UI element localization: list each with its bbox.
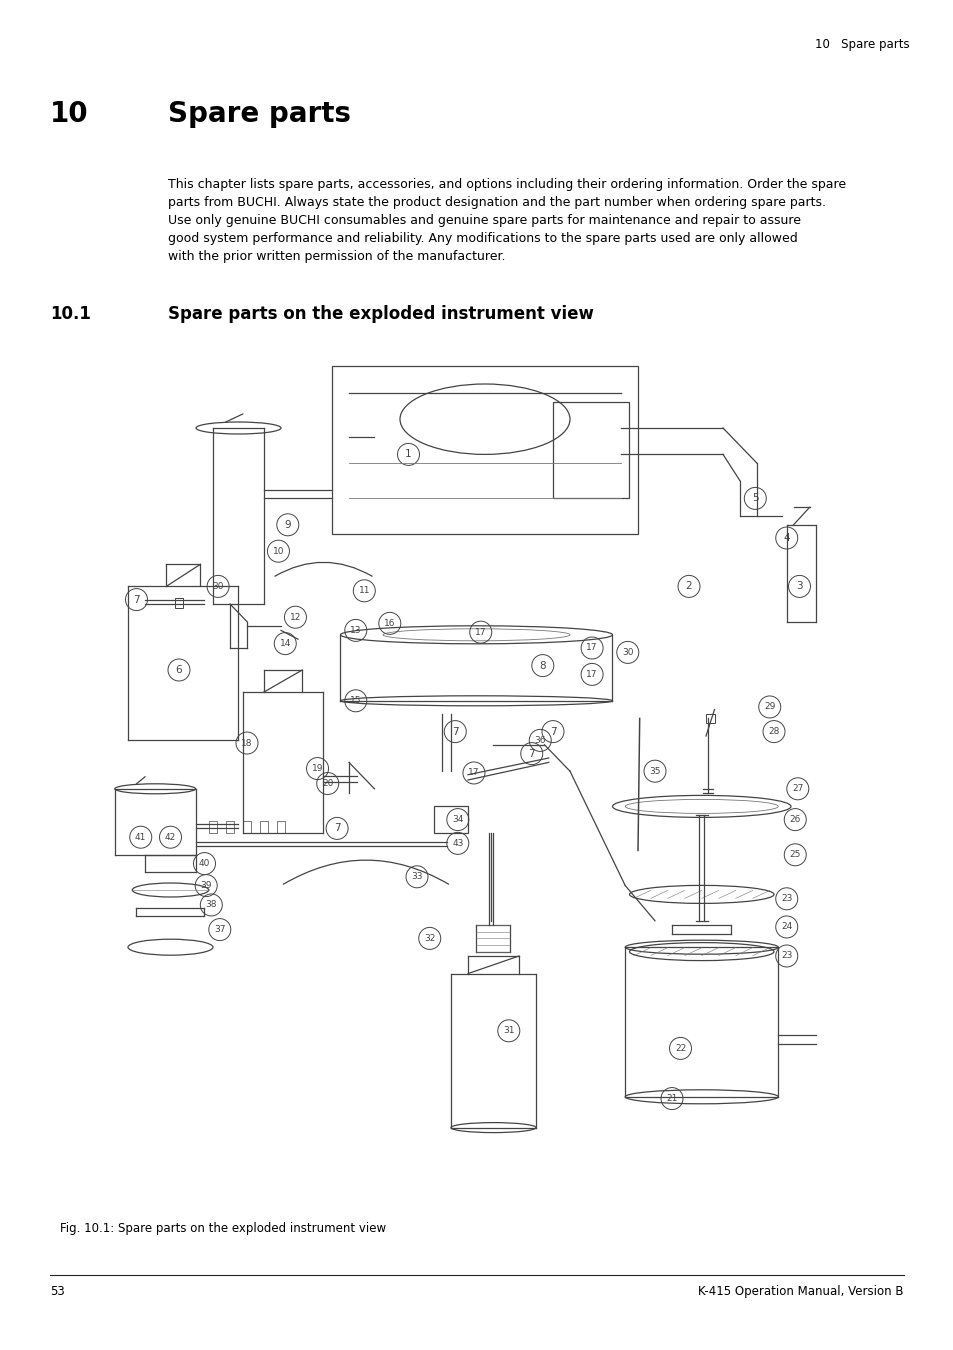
Text: 10: 10 xyxy=(50,100,89,128)
Text: 6: 6 xyxy=(175,666,182,675)
Bar xyxy=(332,366,638,533)
Text: 21: 21 xyxy=(665,1094,677,1103)
Text: 9: 9 xyxy=(284,520,291,529)
Text: 30: 30 xyxy=(621,648,633,657)
Text: with the prior written permission of the manufacturer.: with the prior written permission of the… xyxy=(168,250,505,263)
Text: parts from BUCHI. Always state the product designation and the part number when : parts from BUCHI. Always state the produ… xyxy=(168,196,825,209)
Text: 7: 7 xyxy=(528,749,535,759)
Text: 41: 41 xyxy=(135,833,146,841)
Text: 34: 34 xyxy=(452,815,463,824)
Bar xyxy=(174,598,183,609)
Text: 14: 14 xyxy=(279,639,291,648)
Text: 10: 10 xyxy=(273,547,284,556)
Text: This chapter lists spare parts, accessories, and options including their orderin: This chapter lists spare parts, accessor… xyxy=(168,178,845,190)
Text: 32: 32 xyxy=(424,934,435,942)
Text: 8: 8 xyxy=(539,660,545,671)
Text: 7: 7 xyxy=(133,594,140,605)
Text: 11: 11 xyxy=(358,586,370,595)
Text: 39: 39 xyxy=(200,882,212,890)
Text: 36: 36 xyxy=(534,736,545,745)
Text: 26: 26 xyxy=(789,815,801,824)
Text: 2: 2 xyxy=(685,582,692,591)
Text: 43: 43 xyxy=(452,838,463,848)
Text: 20: 20 xyxy=(322,779,334,788)
Text: 33: 33 xyxy=(411,872,422,882)
Text: Use only genuine BUCHI consumables and genuine spare parts for maintenance and r: Use only genuine BUCHI consumables and g… xyxy=(168,215,801,227)
Text: 27: 27 xyxy=(791,784,802,794)
Text: 17: 17 xyxy=(475,628,486,637)
Text: 10   Spare parts: 10 Spare parts xyxy=(815,38,909,51)
Text: 12: 12 xyxy=(290,613,301,622)
Text: Fig. 10.1: Spare parts on the exploded instrument view: Fig. 10.1: Spare parts on the exploded i… xyxy=(60,1222,386,1235)
Text: 35: 35 xyxy=(649,767,660,776)
Text: 7: 7 xyxy=(334,824,340,833)
Text: K-415 Operation Manual, Version B: K-415 Operation Manual, Version B xyxy=(698,1285,903,1297)
Text: 25: 25 xyxy=(789,850,801,860)
Text: 13: 13 xyxy=(350,626,361,634)
Text: 18: 18 xyxy=(241,738,253,748)
Text: 3: 3 xyxy=(796,582,802,591)
Text: 17: 17 xyxy=(586,644,598,652)
Text: 30: 30 xyxy=(213,582,224,591)
Bar xyxy=(209,821,216,833)
Text: 42: 42 xyxy=(165,833,176,841)
Text: 22: 22 xyxy=(674,1044,685,1053)
Text: 37: 37 xyxy=(213,925,225,934)
Bar xyxy=(553,401,629,498)
Bar xyxy=(242,821,251,833)
Text: 53: 53 xyxy=(50,1285,65,1297)
Text: 5: 5 xyxy=(751,493,758,504)
Text: 17: 17 xyxy=(468,768,479,778)
Text: 10.1: 10.1 xyxy=(50,305,91,323)
Text: 17: 17 xyxy=(586,670,598,679)
Text: 19: 19 xyxy=(312,764,323,774)
Bar xyxy=(276,821,284,833)
Text: 23: 23 xyxy=(781,952,792,960)
Text: 23: 23 xyxy=(781,894,792,903)
Text: Spare parts: Spare parts xyxy=(168,100,351,128)
Bar xyxy=(434,806,468,833)
Text: 16: 16 xyxy=(384,618,395,628)
Text: 1: 1 xyxy=(405,450,412,459)
Text: 15: 15 xyxy=(350,697,361,705)
Text: 7: 7 xyxy=(452,726,458,737)
Text: 31: 31 xyxy=(502,1026,514,1035)
Bar xyxy=(705,714,714,722)
Text: 28: 28 xyxy=(767,728,779,736)
Bar xyxy=(259,821,268,833)
Text: 7: 7 xyxy=(549,726,556,737)
Text: 4: 4 xyxy=(782,533,789,543)
Text: 38: 38 xyxy=(205,900,217,910)
Text: good system performance and reliability. Any modifications to the spare parts us: good system performance and reliability.… xyxy=(168,232,797,244)
Bar xyxy=(226,821,233,833)
Text: Spare parts on the exploded instrument view: Spare parts on the exploded instrument v… xyxy=(168,305,594,323)
Text: 24: 24 xyxy=(781,922,792,931)
Text: 40: 40 xyxy=(198,859,210,868)
Text: 29: 29 xyxy=(763,702,775,711)
